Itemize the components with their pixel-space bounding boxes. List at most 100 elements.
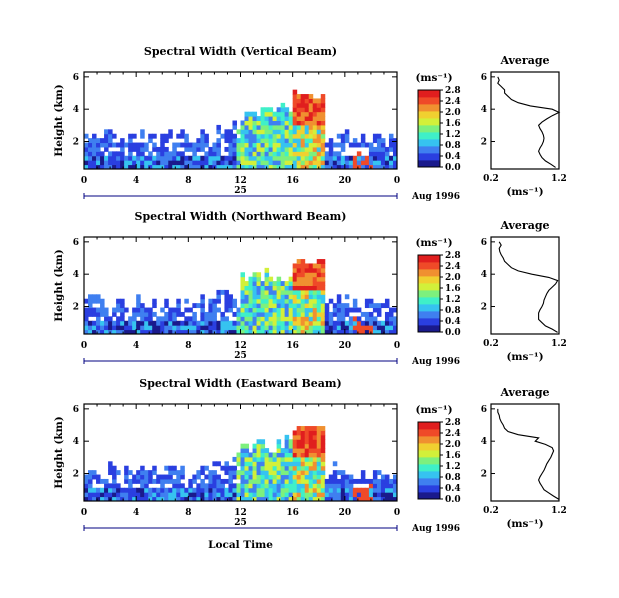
heatmap-cell xyxy=(284,452,290,458)
heatmap-cell xyxy=(208,160,213,166)
heatmap-cell xyxy=(220,289,225,295)
heatmap-cell xyxy=(372,155,378,161)
heatmap-cell xyxy=(372,474,378,480)
heatmap-cell xyxy=(308,281,314,286)
x-tick-label: 0 xyxy=(81,341,87,351)
heatmap-cell xyxy=(200,470,205,476)
heatmap-cell xyxy=(240,448,246,453)
heatmap-cell xyxy=(252,465,258,471)
heatmap-cell xyxy=(320,259,326,264)
heatmap-cell xyxy=(368,298,374,304)
heatmap-cell xyxy=(284,155,290,161)
heatmap-cell xyxy=(244,474,250,480)
heatmap-cell xyxy=(116,142,121,148)
heatmap-cell xyxy=(384,483,390,489)
heatmap-cell xyxy=(244,120,250,126)
heatmap-cell xyxy=(228,496,233,502)
heatmap-cell xyxy=(360,160,366,166)
heatmap-cell xyxy=(352,487,358,493)
heatmap-cell xyxy=(256,281,262,286)
heatmap-cell xyxy=(312,102,318,108)
heatmap-cell xyxy=(256,116,262,121)
heatmap-cell xyxy=(136,496,141,502)
heatmap-cell xyxy=(312,448,318,453)
colorbar-tick-label: 2.8 xyxy=(445,418,461,428)
heatmap-cell xyxy=(100,164,105,170)
heatmap-cell xyxy=(256,298,262,304)
heatmap-cell xyxy=(328,160,334,166)
heatmap-cell xyxy=(156,155,161,161)
heatmap-cell xyxy=(264,487,270,493)
heatmap-cell xyxy=(272,487,278,493)
heatmap-cell xyxy=(320,492,326,498)
heatmap-cell xyxy=(296,456,302,462)
heatmap-cell xyxy=(312,483,318,489)
heatmap-cell xyxy=(180,496,185,502)
heatmap-cell xyxy=(292,281,298,286)
heatmap-cell xyxy=(124,329,129,335)
heatmap-cell xyxy=(256,320,262,326)
heatmap-cell xyxy=(256,443,262,449)
heatmap-cell xyxy=(376,311,382,317)
heatmap-cell xyxy=(284,316,290,322)
heatmap-cell xyxy=(152,311,157,317)
heatmap-cell xyxy=(308,325,314,331)
heatmap-cell xyxy=(136,478,141,484)
heatmap-cell xyxy=(156,320,161,326)
heatmap-cell xyxy=(248,470,254,476)
profile-frame xyxy=(490,71,560,170)
heatmap-cell xyxy=(300,111,306,117)
heatmap-cell xyxy=(244,329,250,335)
heatmap-cell xyxy=(192,478,197,484)
heatmap-cell xyxy=(244,465,250,471)
x-tick-label: 16 xyxy=(286,176,299,186)
heatmap-cell xyxy=(120,320,125,326)
heatmap-cell xyxy=(140,329,145,335)
heatmap-cell xyxy=(320,478,326,484)
heatmap-cell xyxy=(236,138,241,144)
heatmap-cell xyxy=(296,289,302,295)
heatmap-cell xyxy=(84,164,89,170)
heatmap-cell xyxy=(336,164,342,170)
heatmap-cell xyxy=(188,325,193,331)
heatmap-cell xyxy=(296,465,302,471)
heatmap-cell xyxy=(200,311,205,317)
heatmap-cell xyxy=(188,316,193,322)
heatmap-cell xyxy=(180,470,185,476)
heatmap-cell xyxy=(164,465,169,471)
heatmap-cell xyxy=(232,487,237,493)
colorbar-tick-label: 0.8 xyxy=(445,473,461,483)
heatmap-cell xyxy=(140,146,145,152)
heatmap-cell xyxy=(128,133,133,139)
heatmap-cell xyxy=(84,496,89,502)
heatmap-cell xyxy=(164,133,169,139)
heatmap-cell xyxy=(356,320,362,326)
heatmap-cell xyxy=(252,316,258,322)
heatmap-cell xyxy=(176,303,181,309)
heatmap-cell xyxy=(296,111,302,117)
heatmap-cell xyxy=(224,289,229,295)
heatmap-cell xyxy=(296,492,302,498)
heatmap-cell xyxy=(312,426,318,431)
heatmap-cell xyxy=(268,120,274,126)
profile-title: Average xyxy=(499,54,549,67)
heatmap-cell xyxy=(96,496,101,502)
heatmap-cell xyxy=(292,98,298,104)
heatmap-cell xyxy=(284,142,290,148)
heatmap-cell xyxy=(312,465,318,471)
heatmap-cell xyxy=(116,164,121,170)
heatmap-cell xyxy=(132,478,137,484)
heatmap-cell xyxy=(304,470,310,476)
heatmap-cell xyxy=(128,483,133,489)
heatmap-cell xyxy=(264,124,270,130)
heatmap-cell xyxy=(100,320,105,326)
heatmap-cell xyxy=(96,325,101,331)
heatmap-cell xyxy=(300,281,306,286)
heatmap-cell xyxy=(208,478,213,484)
heatmap-cell xyxy=(248,478,254,484)
heatmap-cell xyxy=(100,325,105,331)
heatmap-cell xyxy=(360,474,366,480)
heatmap-cell xyxy=(316,289,322,295)
heatmap-cell xyxy=(228,307,233,313)
